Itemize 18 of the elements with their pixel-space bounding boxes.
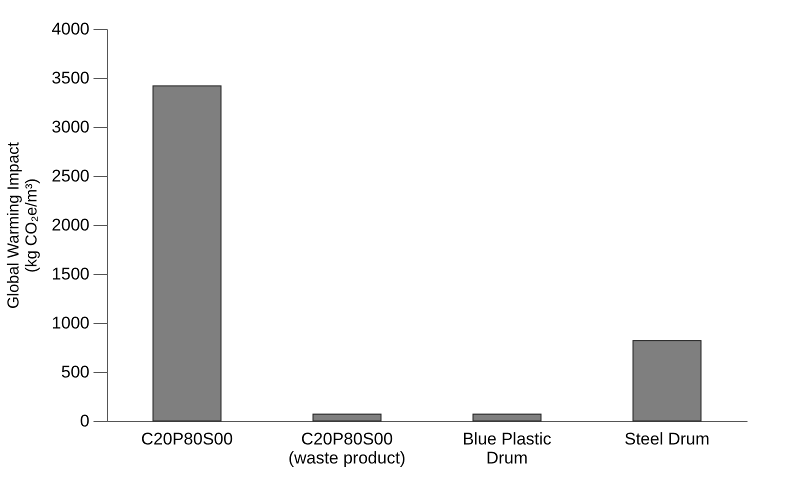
x-tick-label: C20P80S00 <box>141 430 233 448</box>
y-tick-label: 1500 <box>52 264 90 284</box>
x-tick-label: Blue Plastic Drum <box>462 430 552 468</box>
x-tick-label: C20P80S00 (waste product) <box>288 430 406 468</box>
y-tick-label: 1000 <box>52 314 90 332</box>
y-tick-label: 3500 <box>52 68 90 88</box>
bar <box>472 414 542 422</box>
bar <box>152 85 222 422</box>
bar <box>632 340 702 422</box>
y-axis-title: Global Warming Impact (kg CO₂e/m³) <box>6 142 41 309</box>
y-tick-label: 2500 <box>52 166 90 186</box>
y-tick-label: 500 <box>61 362 90 382</box>
y-tick-label: 2000 <box>52 216 90 234</box>
y-tick-label: 0 <box>80 412 90 430</box>
bar <box>312 414 382 422</box>
y-tick-label: 4000 <box>52 20 90 38</box>
y-tick-label: 3000 <box>52 118 90 136</box>
x-tick-label: Steel Drum <box>624 430 710 448</box>
